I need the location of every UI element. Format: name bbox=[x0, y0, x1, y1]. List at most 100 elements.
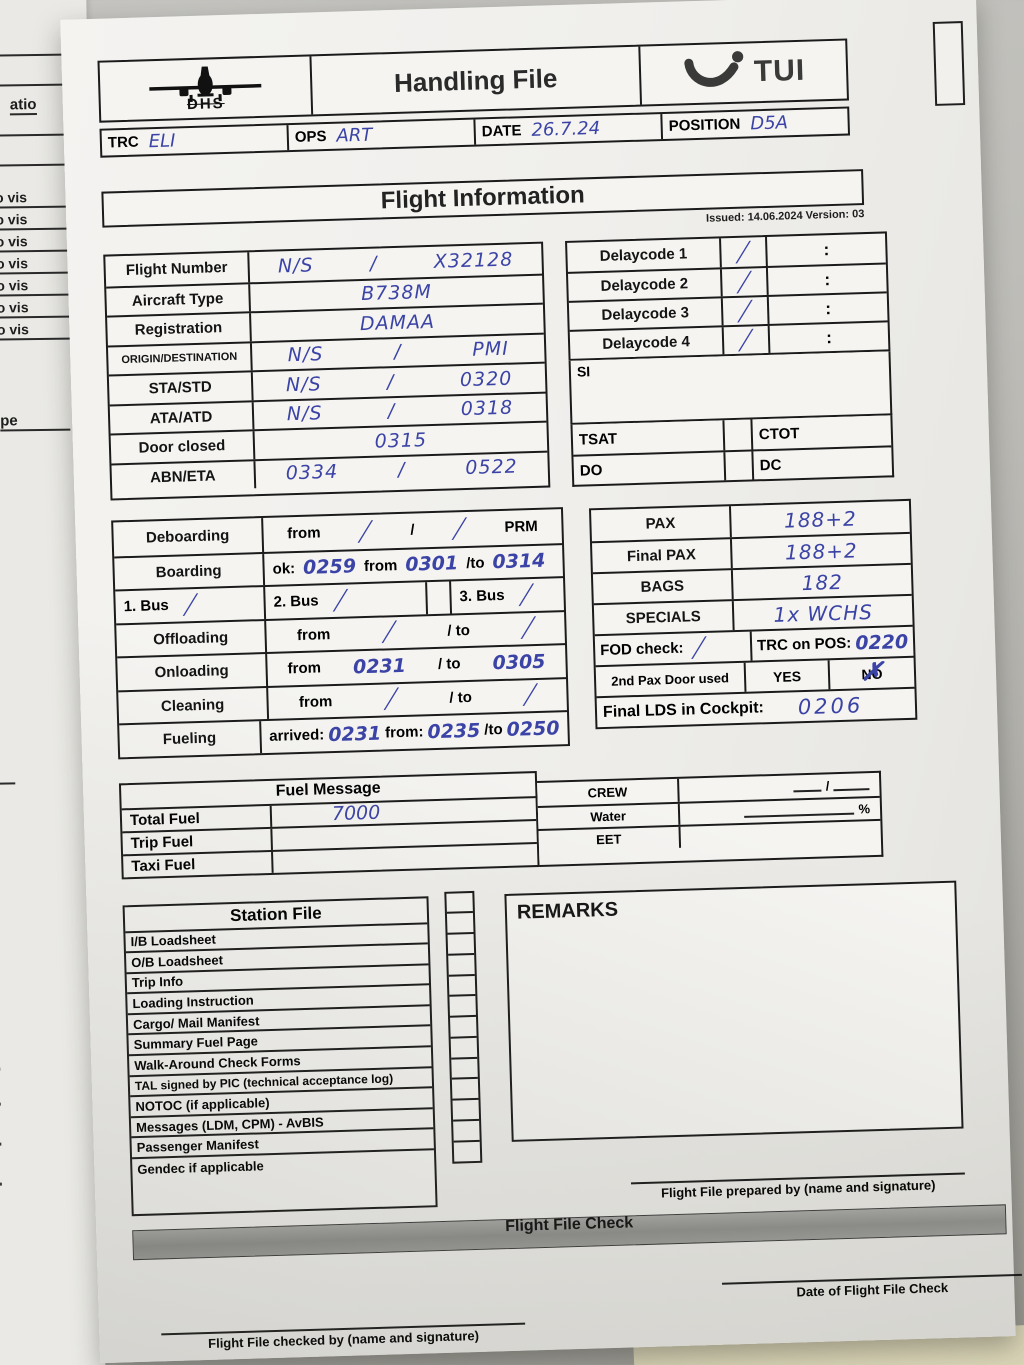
handwritten-value: DAMAA bbox=[359, 310, 436, 335]
remarks-title: REMARKS bbox=[516, 898, 619, 924]
handwritten-cross: ✗ bbox=[860, 658, 884, 687]
dhs-logo: DHS bbox=[99, 56, 314, 121]
row-label: Offloading bbox=[152, 628, 229, 649]
handwritten-value: 1x WCHS bbox=[773, 599, 874, 627]
handwritten-value: 0231 bbox=[327, 722, 382, 746]
fuel-right-table: CREW / Water % EET bbox=[537, 770, 884, 867]
printed-text: arrived: bbox=[269, 726, 325, 746]
handwritten-value: 0220 bbox=[854, 630, 909, 655]
checkbox-cell bbox=[453, 1139, 481, 1162]
row-label: BAGS bbox=[640, 577, 685, 596]
handwritten-slash: ╱ bbox=[519, 583, 534, 607]
checkbox-cell bbox=[449, 994, 476, 1016]
blank-line bbox=[833, 778, 870, 792]
printed-text: / bbox=[825, 777, 830, 793]
handwritten-slash: ╱ bbox=[736, 240, 751, 264]
handwritten-slash: ╱ bbox=[521, 617, 536, 640]
do-label: DO bbox=[579, 461, 603, 480]
position-field: POSITION D5A bbox=[660, 108, 848, 140]
underlay-text-fragment: o vis bbox=[0, 253, 77, 275]
handwritten-value: 0318 bbox=[460, 396, 514, 421]
handwritten-slash: ╱ bbox=[737, 270, 752, 294]
date-label: DATE bbox=[481, 122, 522, 141]
row-label: Taxi Fuel bbox=[131, 855, 196, 875]
ops-field: OPS ART bbox=[286, 119, 475, 151]
checkbox-cell bbox=[446, 892, 473, 912]
handwritten-value: X32128 bbox=[433, 248, 514, 273]
bus-1-cell: 1. Bus ╱ bbox=[115, 587, 264, 623]
row-label: Aircraft Type bbox=[131, 289, 224, 310]
row-label: Delaycode 1 bbox=[599, 245, 688, 265]
handwritten-slash: / bbox=[393, 341, 402, 364]
row-value: arrived: 0231 from: 0235 /to 0250 bbox=[258, 712, 568, 753]
printed-text: from bbox=[286, 524, 321, 543]
printed-text: / bbox=[410, 521, 415, 539]
spacer-cell bbox=[722, 419, 752, 451]
handwritten-slash: ╱ bbox=[383, 688, 398, 711]
yes-option: YES bbox=[743, 660, 829, 692]
underlay-text-fragment: atio bbox=[9, 96, 37, 116]
fuel-message-section: Fuel Message Total Fuel 7000 Trip Fuel T… bbox=[118, 760, 884, 879]
eet-blank bbox=[678, 820, 881, 848]
remarks-box: REMARKS bbox=[504, 880, 964, 1142]
position-value: D5A bbox=[750, 112, 789, 135]
ops-value: ART bbox=[336, 124, 373, 147]
tui-logo: TUI bbox=[640, 41, 847, 105]
handwritten-value: 0320 bbox=[459, 367, 513, 391]
checked-by-signature: Flight File checked by (name and signatu… bbox=[161, 1322, 526, 1352]
printed-text: from bbox=[363, 556, 398, 575]
printed-text: from: bbox=[384, 723, 424, 742]
handwritten-value: N/S bbox=[277, 254, 314, 278]
colon-separator: : bbox=[766, 293, 888, 324]
date-of-check-signature: Date of Flight File Check bbox=[721, 1273, 1022, 1301]
underlay-text-fragment: o vis bbox=[0, 319, 78, 341]
row-label: Boarding bbox=[155, 562, 222, 581]
printed-text: from bbox=[296, 625, 331, 644]
spacer-cell bbox=[723, 451, 753, 481]
no-option: NO ✗ bbox=[827, 657, 915, 690]
printed-text: /to bbox=[484, 721, 503, 739]
header-strip: DHS Handling File TUI bbox=[97, 38, 849, 123]
date-field: DATE 26.7.24 bbox=[473, 114, 662, 145]
handwritten-slash: ╱ bbox=[381, 621, 396, 644]
corner-empty-box bbox=[932, 21, 966, 106]
handwritten-value: 0301 bbox=[404, 552, 459, 577]
handwritten-slash: ╱ bbox=[738, 299, 753, 323]
tsat-ctot-table: TSAT CTOT DO DC bbox=[570, 415, 895, 487]
row-label: Total Fuel bbox=[129, 809, 200, 829]
row-label: Deboarding bbox=[145, 527, 230, 547]
flight-file-check-bar: Flight File Check bbox=[132, 1203, 1007, 1260]
printed-text: / to bbox=[447, 621, 471, 640]
underlay-text-fragment: o vis bbox=[0, 275, 77, 297]
row-label: Delaycode 3 bbox=[601, 304, 690, 324]
printed-text: from bbox=[298, 692, 333, 711]
handwritten-slash: / bbox=[387, 400, 396, 423]
handwritten-slash: ╱ bbox=[333, 589, 348, 612]
printed-text: ok: bbox=[272, 559, 296, 578]
checkbox-cell bbox=[453, 1118, 480, 1141]
handwritten-value: 182 bbox=[801, 569, 844, 595]
blank-line bbox=[744, 802, 855, 818]
handwritten-value: 0315 bbox=[374, 428, 428, 453]
handling-file-paper: DHS Handling File TUI TRC ELI OPS ART DA… bbox=[60, 0, 1022, 1364]
row-label: Final LDS in Cockpit: bbox=[602, 698, 765, 721]
checkbox-cell bbox=[450, 1035, 478, 1058]
printed-text: TRC on POS: bbox=[756, 634, 852, 655]
row-label: Trip Fuel bbox=[130, 832, 194, 852]
row-label: PAX bbox=[645, 514, 676, 533]
handwritten-value: 0206 bbox=[797, 692, 864, 719]
handwritten-value: 0305 bbox=[492, 650, 546, 675]
station-file-table: Station File I/B Loadsheet O/B Loadsheet… bbox=[122, 895, 438, 1216]
printed-text: / to bbox=[437, 655, 461, 674]
fod-check-cell: FOD check: ╱ bbox=[595, 632, 751, 666]
handwritten-value: 0334 bbox=[285, 461, 339, 485]
row-label: Final PAX bbox=[626, 546, 697, 566]
date-value: 26.7.24 bbox=[531, 117, 601, 141]
handwritten-value: N/S bbox=[285, 372, 322, 397]
handwritten-value: 188+2 bbox=[783, 505, 858, 533]
row-label: Delaycode 2 bbox=[600, 275, 689, 295]
airplane-front-icon bbox=[149, 65, 262, 102]
row-label: STA/STD bbox=[148, 378, 213, 398]
row-label: 2nd Pax Door used bbox=[611, 670, 730, 689]
